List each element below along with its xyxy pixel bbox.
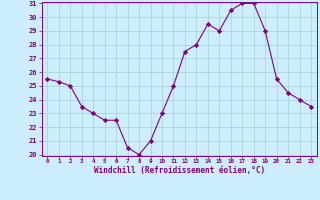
X-axis label: Windchill (Refroidissement éolien,°C): Windchill (Refroidissement éolien,°C) <box>94 166 265 175</box>
